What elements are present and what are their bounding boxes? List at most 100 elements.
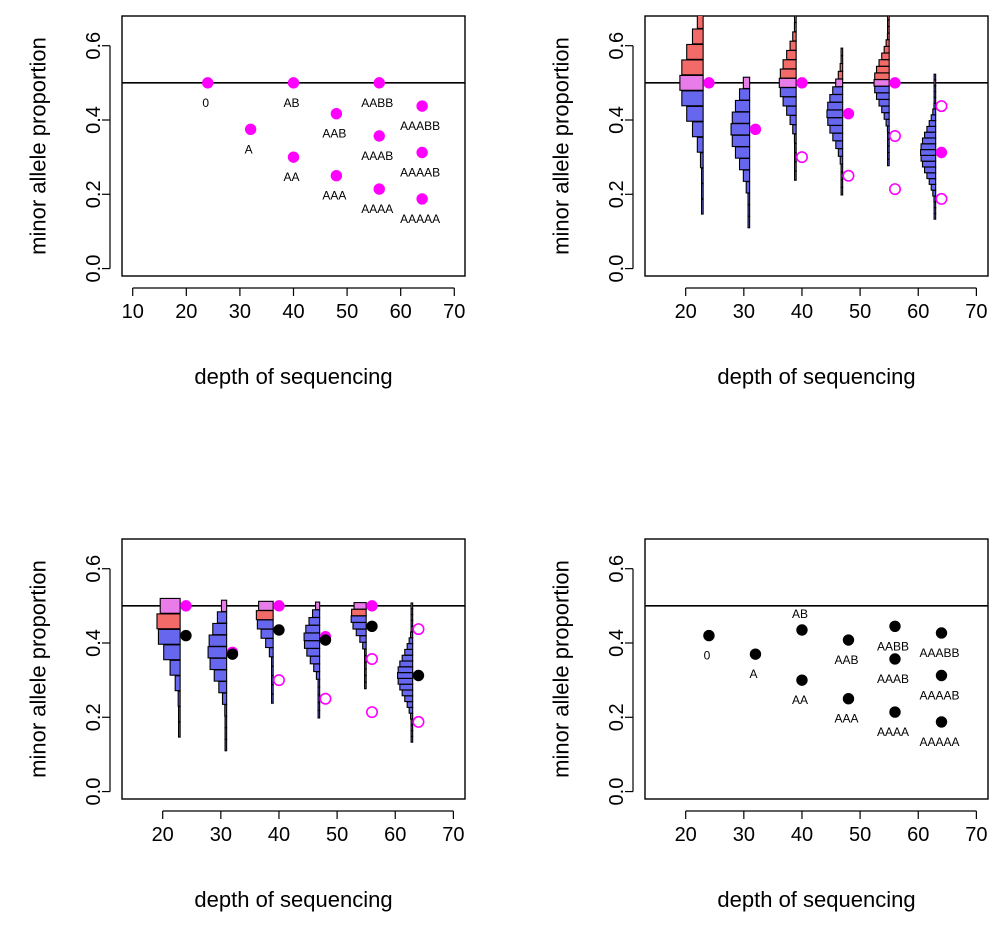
histogram-bin: [920, 154, 937, 162]
plot-frame: [121, 538, 466, 800]
histogram-bin: [406, 643, 414, 650]
histogram-bin: [782, 96, 797, 107]
histogram-bin: [410, 631, 414, 639]
point-label: A: [749, 667, 757, 681]
histogram-bin: [829, 93, 844, 103]
histogram-bin: [840, 47, 844, 57]
data-point: [749, 123, 762, 135]
data-point: [842, 634, 855, 646]
histogram-bin: [874, 85, 890, 94]
x-axis-title: depth of sequencing: [717, 887, 915, 912]
y-tick-label: 0.2: [606, 703, 628, 731]
histogram-bin: [923, 131, 937, 139]
histogram-bin: [410, 718, 414, 726]
point-label: AAA: [834, 712, 858, 726]
data-point: [935, 669, 948, 682]
histogram-bin: [686, 105, 704, 122]
point-label: AABB: [361, 96, 393, 110]
histogram-bin: [174, 675, 181, 692]
histogram-bin: [364, 681, 367, 690]
data-point: [935, 192, 948, 205]
histogram-bin: [159, 597, 181, 614]
histogram-bin: [401, 654, 414, 662]
data-point: [287, 151, 300, 163]
histogram-bin: [887, 152, 890, 160]
histogram-bin: [778, 77, 797, 88]
points: [703, 77, 948, 205]
histogram-bin: [933, 207, 937, 214]
histogram-bin: [835, 78, 844, 88]
x-tick-label: 30: [229, 301, 251, 323]
histogram-bin: [926, 125, 937, 133]
histogram-bin: [305, 624, 321, 634]
point-label: AAAAA: [919, 735, 959, 749]
histogram-bin: [256, 619, 274, 630]
histogram-bin: [887, 25, 890, 34]
point-label: AAAAB: [400, 166, 440, 180]
data-point: [935, 146, 948, 159]
x-tick-label: 10: [122, 301, 144, 323]
data-point: [365, 652, 378, 665]
histogram-bin: [920, 143, 937, 151]
histogram-bin: [271, 675, 274, 686]
histogram-bin: [786, 49, 797, 61]
y-tick-label: 0.4: [83, 106, 105, 134]
y-tick-label: 0.4: [606, 629, 628, 657]
histogram-bin: [887, 132, 890, 140]
distributions: [679, 16, 937, 229]
histogram-bin: [224, 738, 228, 752]
histogram-bin: [747, 204, 751, 217]
histogram-bin: [930, 114, 937, 122]
histogram-bin: [921, 137, 937, 145]
panel-top-right: 20 30 40 50 60 70 0.0 0.2 0.4 0.6 depth of sequenc…: [549, 15, 989, 389]
histogram-bin: [317, 678, 321, 688]
data-point: [796, 624, 808, 636]
x-tick-label: 20: [175, 301, 197, 323]
x-tick-label: 70: [965, 824, 987, 846]
data-point: [365, 706, 378, 719]
point-label: AAAA: [361, 202, 393, 216]
data-point: [373, 183, 385, 195]
data-point: [416, 146, 428, 159]
histogram-bin: [826, 109, 844, 119]
data-point: [366, 620, 378, 632]
x-tick-label: 60: [907, 824, 929, 846]
histogram-bin: [691, 121, 704, 138]
histogram-bin: [887, 16, 890, 21]
histogram-bin: [351, 608, 367, 617]
histogram-bin: [699, 152, 704, 169]
histogram-bin: [271, 656, 274, 667]
histogram-bin: [306, 647, 321, 657]
histogram-bin: [933, 102, 937, 110]
x-tick-label: 60: [907, 301, 929, 323]
histogram-bin: [881, 105, 890, 114]
histogram-bin: [410, 735, 414, 743]
histogram-bin: [887, 145, 890, 153]
histogram-bin: [837, 148, 844, 157]
data-point: [319, 692, 332, 705]
histogram-bin: [311, 609, 321, 618]
histogram-bin: [738, 157, 751, 171]
histogram-bin: [408, 706, 414, 714]
histogram-bin: [886, 125, 890, 134]
histogram-bin: [887, 158, 890, 167]
histogram-bin: [410, 724, 414, 732]
histogram-bin: [742, 76, 751, 90]
data-point: [226, 648, 239, 660]
histogram-bin: [827, 101, 844, 111]
data-point: [703, 629, 715, 642]
y-tick-label: 0.0: [606, 778, 628, 806]
histogram-bin: [933, 201, 937, 209]
histogram-bin: [886, 32, 890, 41]
histogram-bin: [399, 660, 414, 668]
distribution-depth-24: [156, 597, 181, 738]
data-point: [330, 107, 343, 120]
histogram-bin: [923, 166, 937, 174]
y-axis-title: minor allele proportion: [549, 37, 574, 255]
histogram-bin: [258, 600, 274, 611]
x-tick-label: 50: [326, 824, 348, 846]
histogram-bin: [779, 87, 797, 98]
x-tick-label: 50: [336, 301, 358, 323]
histogram-bin: [410, 730, 414, 737]
y-tick-label: 0.6: [83, 32, 105, 60]
